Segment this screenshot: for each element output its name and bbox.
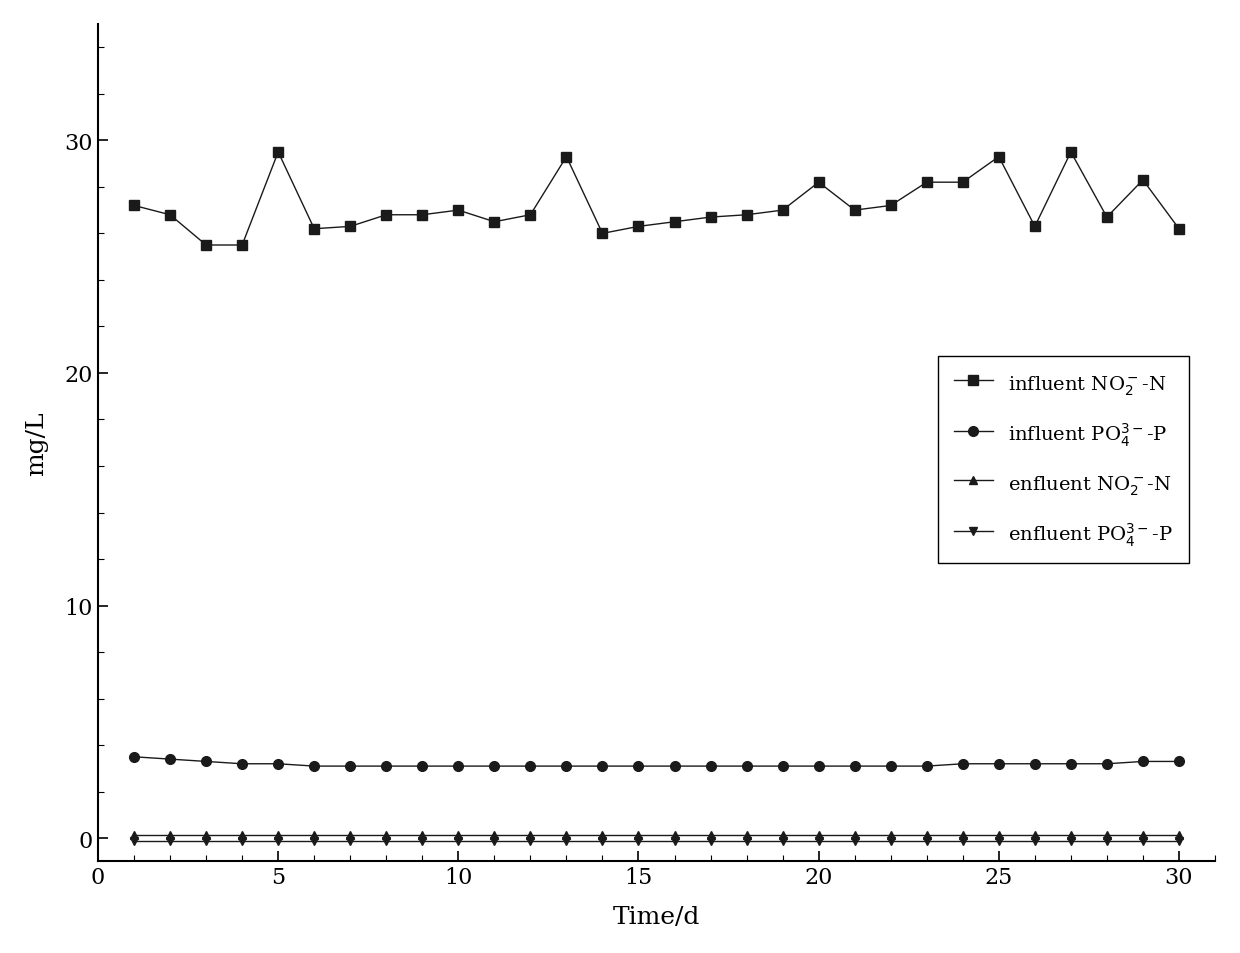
Y-axis label: mg/L: mg/L [25, 411, 48, 476]
X-axis label: Time/d: Time/d [613, 905, 701, 928]
Legend: influent NO$_2^-$-N, influent PO$_4^{3-}$-P, enfluent NO$_2^-$-N, enfluent PO$_4: influent NO$_2^-$-N, influent PO$_4^{3-}… [939, 356, 1188, 563]
